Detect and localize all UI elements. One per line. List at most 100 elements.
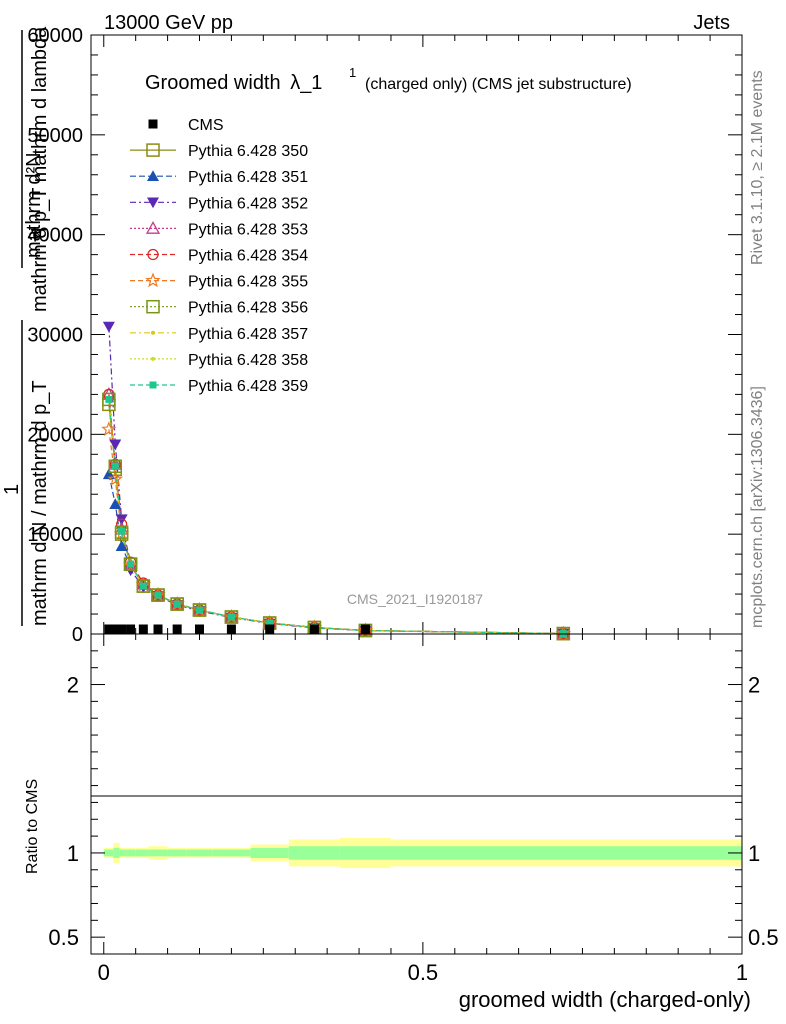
data-point bbox=[224, 610, 239, 624]
data-point bbox=[122, 556, 139, 572]
data-point bbox=[101, 421, 117, 436]
legend-entry: Pythia 6.428 355 bbox=[130, 272, 308, 291]
ratio-band-inner bbox=[288, 846, 340, 860]
legend-entry: Pythia 6.428 353 bbox=[130, 221, 308, 238]
data-point bbox=[151, 588, 165, 602]
legend-marker bbox=[146, 143, 160, 157]
legend-marker bbox=[146, 299, 160, 314]
ratio-axis-ticks: 0.5 0.51 12 20 0.5 1 bbox=[48, 634, 779, 985]
chart-title-suffix: (charged only) (CMS jet substructure) bbox=[365, 76, 632, 93]
data-point bbox=[108, 459, 123, 474]
chart-title-symbol: λ_1 bbox=[290, 72, 322, 94]
legend-marker bbox=[148, 119, 158, 129]
data-point bbox=[114, 525, 129, 539]
data-point bbox=[111, 462, 119, 470]
legend-label: Pythia 6.428 350 bbox=[188, 143, 308, 160]
cms-data-point bbox=[126, 624, 136, 634]
legend-marker bbox=[151, 330, 155, 335]
data-point bbox=[227, 613, 235, 621]
data-point bbox=[139, 582, 147, 590]
header-right: Jets bbox=[693, 12, 730, 34]
ylabel-one: 1 bbox=[1, 484, 23, 495]
data-point bbox=[109, 498, 122, 510]
chart-title: Groomed width λ_1 1 (charged only) (CMS … bbox=[145, 65, 632, 94]
ratio-band-inner bbox=[186, 849, 213, 857]
ratio-band-inner bbox=[135, 849, 149, 857]
x-axis-label: groomed width (charged-only) bbox=[459, 987, 751, 1012]
legend-marker bbox=[147, 248, 159, 261]
ratio-band-inner bbox=[390, 846, 742, 860]
legend-label: Pythia 6.428 353 bbox=[188, 221, 308, 238]
y-tick-label: 0 bbox=[72, 624, 83, 646]
data-point bbox=[192, 603, 207, 617]
data-point bbox=[102, 468, 115, 480]
legend-label: Pythia 6.428 357 bbox=[188, 326, 308, 343]
cms-data-point bbox=[110, 624, 120, 634]
data-point bbox=[115, 540, 128, 551]
legend-entry: Pythia 6.428 359 bbox=[130, 378, 308, 395]
x-tick-label: 1 bbox=[736, 960, 748, 985]
main-series-group bbox=[101, 321, 572, 641]
data-point bbox=[266, 619, 274, 627]
cms-data-point bbox=[153, 624, 163, 634]
legend-label: Pythia 6.428 354 bbox=[188, 248, 308, 265]
cms-data-point bbox=[172, 624, 182, 634]
ratio-tick-label-right: 0.5 bbox=[748, 925, 779, 950]
legend-label: Pythia 6.428 358 bbox=[188, 352, 308, 369]
ratio-tick-label: 1 bbox=[67, 841, 79, 866]
legend-marker bbox=[151, 356, 155, 361]
data-point bbox=[136, 579, 151, 593]
ratio-tick-label: 0.5 bbox=[48, 925, 79, 950]
legend-marker bbox=[147, 170, 159, 181]
x-tick-label: 0 bbox=[98, 960, 110, 985]
ylabel-bottom: mathrm d N / mathrm d p_T bbox=[29, 380, 51, 626]
legend-label: Pythia 6.428 355 bbox=[188, 274, 308, 291]
legend-entry: Pythia 6.428 358 bbox=[130, 352, 308, 369]
legend-marker bbox=[145, 272, 161, 288]
data-point bbox=[102, 321, 115, 333]
ratio-band-inner bbox=[250, 847, 289, 858]
ratio-band-inner bbox=[167, 849, 187, 857]
legend-entry: Pythia 6.428 354 bbox=[130, 248, 308, 265]
main-axis-ticks: 0 10000 20000 30000 40000 50000 60000 bbox=[27, 25, 743, 646]
ratio-tick-label-right: 1 bbox=[748, 841, 760, 866]
y-tick-label: 30000 bbox=[27, 325, 83, 347]
legend-label: Pythia 6.428 352 bbox=[188, 195, 308, 212]
x-tick-label: 0.5 bbox=[408, 960, 439, 985]
legend-label: Pythia 6.428 351 bbox=[188, 169, 308, 186]
data-point bbox=[107, 471, 124, 486]
ratio-tick-label-right: 2 bbox=[748, 673, 760, 698]
y-tick-label: 60000 bbox=[27, 25, 83, 47]
data-point bbox=[127, 560, 135, 568]
ratio-band-inner bbox=[126, 849, 136, 857]
ratio-band-inner bbox=[113, 847, 120, 858]
ratio-panel: 0.5 0.51 12 20 0.5 1 Ratio to CMS bbox=[24, 633, 779, 985]
y-tick-label: 40000 bbox=[27, 225, 83, 247]
ratio-bands bbox=[103, 837, 742, 869]
cms-data-point bbox=[195, 624, 204, 634]
side-mcplots: mcplots.cern.ch [arXiv:1306.3436] bbox=[749, 386, 766, 628]
y-tick-label: 20000 bbox=[27, 424, 83, 446]
ratio-band-inner bbox=[119, 849, 127, 857]
ratio-band-inner bbox=[339, 846, 391, 860]
cms-data-point bbox=[360, 624, 370, 634]
ratio-tick-label: 2 bbox=[67, 673, 79, 698]
data-point bbox=[105, 395, 113, 403]
legend-label: CMS bbox=[188, 117, 224, 134]
legend-entry: Pythia 6.428 351 bbox=[130, 169, 308, 186]
y-tick-label: 10000 bbox=[27, 524, 83, 546]
chart-title-text: Groomed width bbox=[145, 72, 281, 94]
ylabel-top-numer: mathrm d²N bbox=[23, 152, 45, 258]
ratio-band-inner bbox=[212, 849, 251, 857]
data-point bbox=[154, 591, 162, 599]
legend-entry: CMS bbox=[148, 117, 224, 134]
data-point bbox=[113, 526, 130, 541]
data-point bbox=[109, 439, 122, 451]
data-point bbox=[170, 597, 184, 611]
legend-label: Pythia 6.428 359 bbox=[188, 378, 308, 395]
legend-entry: Pythia 6.428 357 bbox=[130, 326, 308, 343]
legend-marker bbox=[145, 221, 161, 234]
legend: CMS Pythia 6.428 350 Pythia 6.428 351 Pythi… bbox=[130, 117, 308, 395]
ratio-frame bbox=[90, 633, 743, 955]
